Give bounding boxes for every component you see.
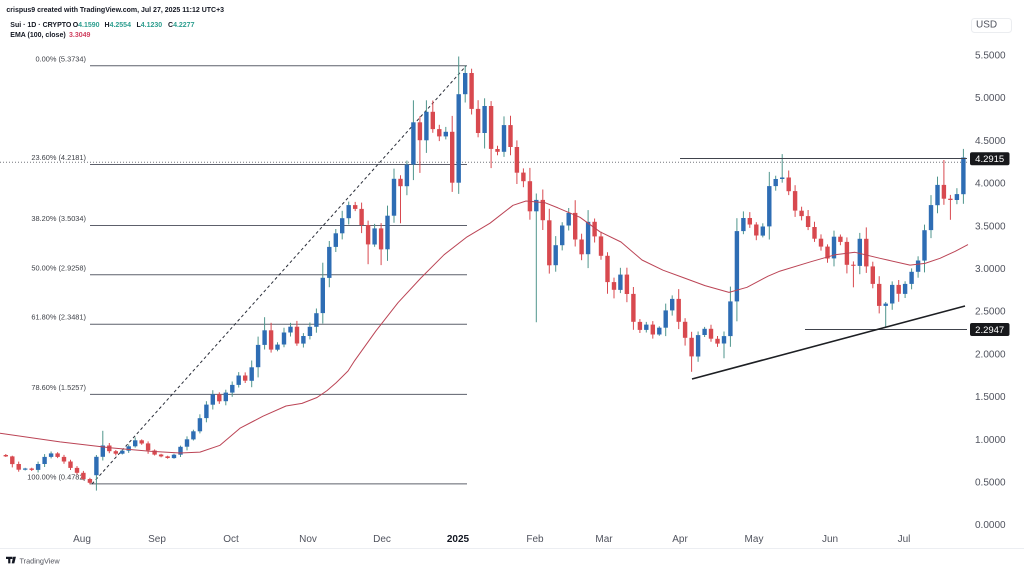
svg-text:Dec: Dec <box>373 534 391 545</box>
svg-text:Apr: Apr <box>672 534 688 545</box>
svg-text:O4.1590: O4.1590 <box>73 22 100 29</box>
svg-text:USD: USD <box>976 20 997 31</box>
svg-text:Feb: Feb <box>526 534 544 545</box>
svg-text:4.5000: 4.5000 <box>975 136 1006 147</box>
svg-text:2.5000: 2.5000 <box>975 307 1006 318</box>
svg-text:61.80% (2.3481): 61.80% (2.3481) <box>31 313 86 322</box>
svg-text:0.00% (5.3734): 0.00% (5.3734) <box>35 54 86 63</box>
svg-text:3.5000: 3.5000 <box>975 221 1006 232</box>
svg-text:L4.1230: L4.1230 <box>137 22 163 29</box>
svg-text:H4.2554: H4.2554 <box>105 22 132 29</box>
svg-text:2.0000: 2.0000 <box>975 349 1006 360</box>
svg-text:2.2947: 2.2947 <box>975 325 1004 336</box>
svg-text:0.5000: 0.5000 <box>975 478 1006 489</box>
svg-text:2025: 2025 <box>447 534 470 545</box>
svg-text:Jul: Jul <box>898 534 911 545</box>
svg-text:TradingView: TradingView <box>20 557 61 566</box>
svg-text:Sep: Sep <box>148 534 166 545</box>
svg-text:Aug: Aug <box>73 534 91 545</box>
svg-text:C4.2277: C4.2277 <box>168 22 195 29</box>
svg-text:Jun: Jun <box>822 534 838 545</box>
svg-text:May: May <box>745 534 764 545</box>
svg-text:crispus9 created with TradingV: crispus9 created with TradingView.com, J… <box>6 7 224 14</box>
svg-text:Nov: Nov <box>299 534 317 545</box>
svg-text:1.0000: 1.0000 <box>975 435 1006 446</box>
svg-text:3.0000: 3.0000 <box>975 264 1006 275</box>
svg-text:3.3049: 3.3049 <box>69 32 91 39</box>
svg-text:23.60% (4.2181): 23.60% (4.2181) <box>31 153 86 162</box>
svg-text:5.5000: 5.5000 <box>975 51 1006 62</box>
svg-text:78.60% (1.5257): 78.60% (1.5257) <box>31 383 86 392</box>
svg-text:4.0000: 4.0000 <box>975 179 1006 190</box>
svg-text:EMA (100, close): EMA (100, close) <box>10 32 65 39</box>
svg-text:4.2915: 4.2915 <box>975 154 1004 165</box>
svg-text:0.0000: 0.0000 <box>975 520 1006 531</box>
svg-text:Oct: Oct <box>223 534 239 545</box>
svg-text:50.00% (2.9258): 50.00% (2.9258) <box>31 263 86 272</box>
svg-text:38.20% (3.5034): 38.20% (3.5034) <box>31 214 86 223</box>
svg-text:100.00% (0.4782): 100.00% (0.4782) <box>27 472 86 481</box>
svg-text:1.5000: 1.5000 <box>975 392 1006 403</box>
svg-text:Sui · 1D · CRYPTO: Sui · 1D · CRYPTO <box>10 22 72 29</box>
svg-text:Mar: Mar <box>595 534 613 545</box>
svg-text:5.0000: 5.0000 <box>975 93 1006 104</box>
